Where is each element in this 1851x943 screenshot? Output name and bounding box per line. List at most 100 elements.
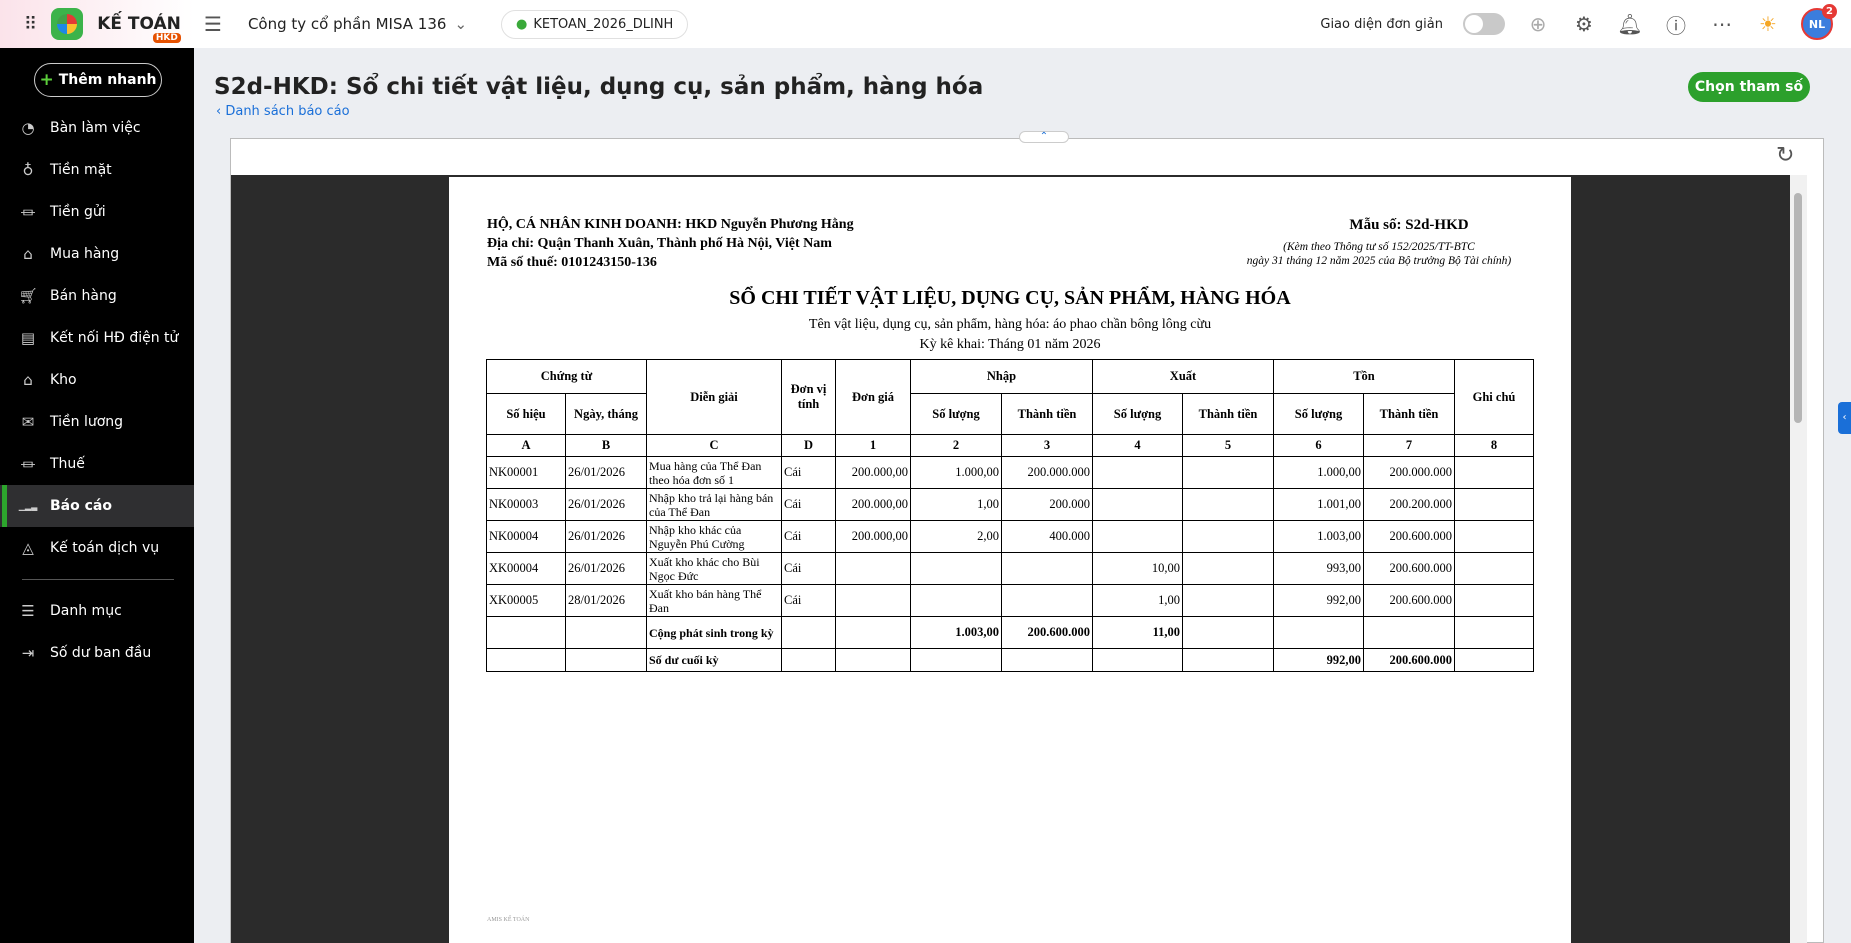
company-selector[interactable]: Công ty cổ phần MISA 136 ⌄ [247, 15, 468, 33]
back-to-report-list-link[interactable]: ‹ Danh sách báo cáo [216, 104, 350, 119]
table-cell: 993,00 [1273, 552, 1364, 585]
table-cell [1092, 456, 1183, 489]
table-cell [1182, 552, 1274, 585]
hamburger-menu-icon[interactable]: ☰ [204, 12, 222, 36]
sidebar-item[interactable]: ▤ Kết nối HĐ điện tử [0, 317, 194, 359]
sidebar-item-label: Bán hàng [50, 288, 117, 304]
notification-badge: 2 [1822, 4, 1837, 19]
header-in-qty: Số lượng [910, 393, 1002, 435]
table-cell: NK00001 [486, 456, 566, 489]
table-cell: 400.000 [1001, 520, 1093, 553]
sidebar-item-label: Số dư ban đầu [50, 645, 152, 661]
table-row: NK00004 26/01/2026 Nhập kho khác của Nguyễ… [486, 520, 1534, 553]
table-cell [1454, 488, 1534, 521]
table-cell: NK00003 [486, 488, 566, 521]
sidebar-item-label: Bàn làm việc [50, 120, 141, 136]
table-cell [1001, 584, 1093, 617]
sidebar-item[interactable]: ⌂ Kho [0, 359, 194, 401]
sidebar-item[interactable]: ◔ Bàn làm việc [0, 107, 194, 149]
sidebar-item[interactable]: ⏛ Tiền gửi [0, 191, 194, 233]
column-code: D [781, 434, 836, 457]
table-cell: 992,00 [1273, 584, 1364, 617]
table-cell: Xuất kho khác cho Bùi Ngọc Đức [646, 552, 782, 585]
table-cell [781, 616, 836, 649]
column-code: C [646, 434, 782, 457]
sidebar-item[interactable]: ◬ Kế toán dịch vụ [0, 527, 194, 569]
table-cell: 200.000.000 [1363, 456, 1455, 489]
sidebar-item[interactable]: 🛒︎ Bán hàng [0, 275, 194, 317]
table-cell [835, 552, 911, 585]
list-icon: ☰ [21, 602, 35, 620]
app-grid-icon[interactable]: ⠿ [24, 13, 38, 35]
org-name: HỘ, CÁ NHÂN KINH DOANH: HKD Nguyễn Phươn… [487, 217, 854, 232]
vertical-scrollbar[interactable] [1790, 175, 1807, 943]
column-code: B [565, 434, 647, 457]
choose-parameters-button[interactable]: Chọn tham số [1688, 72, 1810, 102]
table-cell [1182, 584, 1274, 617]
more-icon[interactable]: ⋯ [1712, 12, 1732, 36]
form-note: (Kèm theo Thông tư số 152/2025/TT-BTC [1283, 241, 1475, 253]
avatar[interactable]: NL 2 [1801, 4, 1837, 40]
sidebar: + Thêm nhanh ◔ Bàn làm việc ♁ Tiền mặt ⏛ Tiền … [0, 48, 194, 943]
database-badge[interactable]: ● KETOAN_2026_DLINH [501, 9, 689, 39]
sidebar-item[interactable]: ⌂ Mua hàng [0, 233, 194, 275]
column-code: 2 [910, 434, 1002, 457]
idea-icon[interactable]: ☀ [1759, 12, 1777, 36]
table-cell [1363, 616, 1455, 649]
table-cell: 1.003,00 [1273, 520, 1364, 553]
column-code: 3 [1001, 434, 1093, 457]
table-cell [1273, 616, 1364, 649]
item-name: Tên vật liệu, dụng cụ, sản phẩm, hàng hó… [808, 317, 1212, 332]
sidebar-item[interactable]: ♁ Tiền mặt [0, 149, 194, 191]
sidebar-item-label: Thuế [50, 456, 85, 472]
column-code: 7 [1363, 434, 1455, 457]
refresh-icon[interactable]: ↻ [1776, 143, 1795, 168]
table-cell: 200.000 [1001, 488, 1093, 521]
organization-info: HỘ, CÁ NHÂN KINH DOANH: HKD Nguyễn Phươn… [487, 215, 854, 272]
table-cell [1001, 552, 1093, 585]
logo-icon[interactable] [51, 8, 84, 40]
quick-add-button[interactable]: + Thêm nhanh [34, 63, 162, 97]
table-cell: 200.600.000 [1363, 552, 1455, 585]
simple-ui-toggle[interactable] [1463, 13, 1505, 35]
column-code: 6 [1273, 434, 1364, 457]
table-cell: NK00004 [486, 520, 566, 553]
sidebar-item[interactable]: ⇥ Số dư ban đầu [0, 632, 194, 674]
sidebar-item[interactable]: ✉ Tiền lương [0, 401, 194, 443]
table-cell [835, 584, 911, 617]
bell-icon[interactable]: 🔔︎ [1617, 12, 1643, 36]
collapse-toolbar-icon[interactable]: ⌃ [1019, 131, 1069, 143]
table-row: NK00001 26/01/2026 Mua hàng của Thể Đan th… [486, 456, 1534, 489]
header-in: Nhập [910, 359, 1093, 394]
table-cell [1092, 488, 1183, 521]
header-stock: Tồn [1273, 359, 1455, 394]
table-cell [486, 616, 566, 649]
brand: ⠿ KẾ TOÁN HKD [0, 0, 194, 48]
gear-icon[interactable]: ⚙ [1575, 12, 1593, 36]
table-cell: 11,00 [1092, 616, 1183, 649]
table-cell [1454, 520, 1534, 553]
help-icon[interactable]: ⓘ [1666, 13, 1686, 38]
side-panel-toggle-icon[interactable]: ‹ [1838, 402, 1851, 434]
sidebar-item[interactable]: ▁▂▃ Báo cáo [0, 485, 194, 527]
header-description: Diễn giải [646, 359, 782, 435]
download-icon[interactable]: ⊕ [1529, 12, 1547, 36]
table-cell: 200.600.000 [1001, 616, 1093, 649]
table-row: XK00005 28/01/2026 Xuất kho bán hàng Thể Đ… [486, 584, 1534, 617]
sidebar-item[interactable]: ⏛ Thuế [0, 443, 194, 485]
table-cell: 26/01/2026 [565, 520, 647, 553]
table-cell [910, 648, 1002, 672]
table-cell: Cái [781, 520, 836, 553]
table-cell: XK00004 [486, 552, 566, 585]
bank-icon: ⏛ [20, 203, 36, 222]
sidebar-item[interactable]: ☰ Danh mục [0, 590, 194, 632]
table-cell [781, 648, 836, 672]
table-cell [1092, 648, 1183, 672]
header-unit: Đơn vị tính [781, 359, 836, 435]
brand-name: KẾ TOÁN HKD [97, 14, 181, 43]
sidebar-item-label: Tiền gửi [50, 204, 106, 220]
sidebar-item-label: Kho [50, 372, 77, 388]
sidebar-item-label: Danh mục [50, 603, 122, 619]
table-row: XK00004 26/01/2026 Xuất kho khác cho Bùi N… [486, 552, 1534, 585]
report-period: Kỳ kê khai: Tháng 01 năm 2026 [919, 337, 1101, 352]
